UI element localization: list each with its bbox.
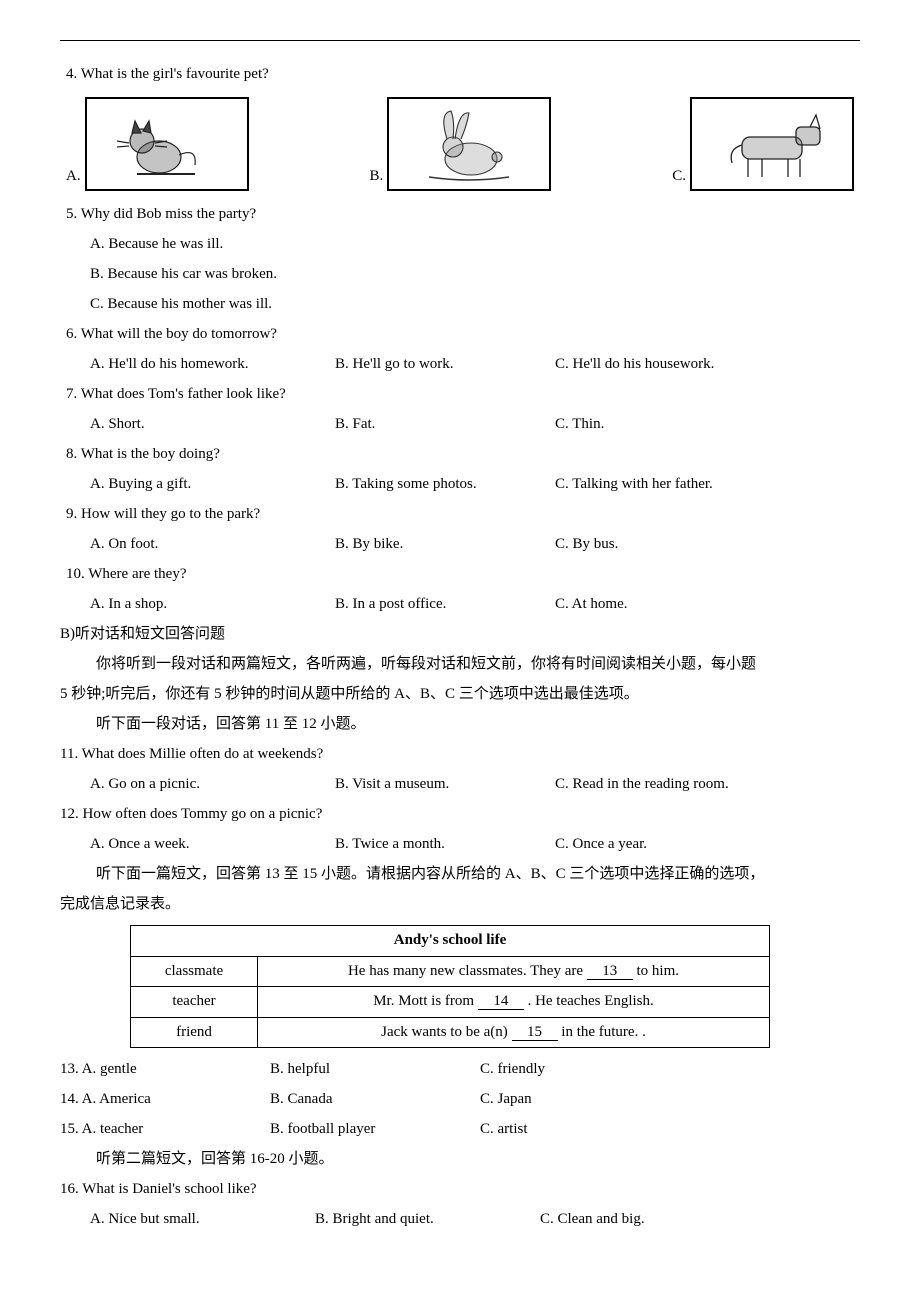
q4-label-b: B. [370, 161, 384, 191]
q8-options: A. Buying a gift. B. Taking some photos.… [90, 469, 860, 499]
q16-b: B. Bright and quiet. [315, 1204, 540, 1234]
table-r2-pre: Mr. Mott is from [373, 993, 474, 1009]
q12-stem: 12. How often does Tommy go on a picnic? [60, 799, 860, 829]
q13-row: 13. A. gentle B. helpful C. friendly [60, 1054, 860, 1084]
table-r3-content: Jack wants to be a(n) 15 in the future. … [258, 1017, 770, 1048]
q7-c: C. Thin. [555, 409, 780, 439]
q9-options: A. On foot. B. By bike. C. By bus. [90, 529, 860, 559]
table-r1-label: classmate [131, 956, 258, 987]
table-r3-label: friend [131, 1017, 258, 1048]
q7-options: A. Short. B. Fat. C. Thin. [90, 409, 860, 439]
q15-b: B. football player [270, 1114, 480, 1144]
q4-label-c: C. [672, 161, 686, 191]
q8-a: A. Buying a gift. [90, 469, 335, 499]
q5-b: B. Because his car was broken. [90, 259, 860, 289]
q13-b: B. helpful [270, 1054, 480, 1084]
p5: 听第二篇短文，回答第 16-20 小题。 [96, 1144, 860, 1174]
q15-a: 15. A. teacher [60, 1114, 270, 1144]
q12-a: A. Once a week. [90, 829, 335, 859]
q4-image-c-dog [690, 97, 854, 191]
table-r1-post: to him. [637, 963, 680, 979]
q6-options: A. He'll do his homework. B. He'll go to… [90, 349, 860, 379]
section-b-p1: 你将听到一段对话和两篇短文，各听两遍，听每段对话和短文前，你将有时间阅读相关小题… [96, 649, 860, 679]
q5-a: A. Because he was ill. [90, 229, 860, 259]
table-r3-post: in the future. . [561, 1024, 646, 1040]
section-b-heading: B)听对话和短文回答问题 [60, 619, 860, 649]
table-r2-post: . He teaches English. [528, 993, 654, 1009]
dog-icon [692, 99, 852, 189]
q13-a: 13. A. gentle [60, 1054, 270, 1084]
q4-label-a: A. [66, 161, 81, 191]
q8-b: B. Taking some photos. [335, 469, 555, 499]
q12-b: B. Twice a month. [335, 829, 555, 859]
q11-b: B. Visit a museum. [335, 769, 555, 799]
q4-stem: 4. What is the girl's favourite pet? [66, 59, 860, 89]
q7-stem: 7. What does Tom's father look like? [66, 379, 860, 409]
q4-option-c: C. [672, 97, 854, 191]
q11-c: C. Read in the reading room. [555, 769, 780, 799]
table-r1-pre: He has many new classmates. They are [348, 963, 583, 979]
q16-stem: 16. What is Daniel's school like? [60, 1174, 860, 1204]
q9-a: A. On foot. [90, 529, 335, 559]
q4-image-b-rabbit [387, 97, 551, 191]
q10-a: A. In a shop. [90, 589, 335, 619]
q12-options: A. Once a week. B. Twice a month. C. Onc… [90, 829, 860, 859]
q14-c: C. Japan [480, 1084, 690, 1114]
cat-icon [87, 99, 247, 189]
table-title: Andy's school life [131, 926, 770, 957]
q16-options: A. Nice but small. B. Bright and quiet. … [90, 1204, 860, 1234]
q6-a: A. He'll do his homework. [90, 349, 335, 379]
info-table-wrap: Andy's school life classmate He has many… [130, 925, 860, 1048]
q12-c: C. Once a year. [555, 829, 780, 859]
table-r1-blank: 13 [587, 964, 633, 980]
q8-stem: 8. What is the boy doing? [66, 439, 860, 469]
section-b-p2: 5 秒钟;听完后，你还有 5 秒钟的时间从题中所给的 A、B、C 三个选项中选出… [60, 679, 860, 709]
q5-c: C. Because his mother was ill. [90, 289, 860, 319]
q9-b: B. By bike. [335, 529, 555, 559]
section-b-p3: 听下面一段对话，回答第 11 至 12 小题。 [96, 709, 860, 739]
q10-options: A. In a shop. B. In a post office. C. At… [90, 589, 860, 619]
q4-option-a: A. [66, 97, 249, 191]
p4b: 完成信息记录表。 [60, 889, 860, 919]
q9-stem: 9. How will they go to the park? [66, 499, 860, 529]
table-r3-pre: Jack wants to be a(n) [381, 1024, 508, 1040]
q6-stem: 6. What will the boy do tomorrow? [66, 319, 860, 349]
q15-c: C. artist [480, 1114, 690, 1144]
table-r2-label: teacher [131, 987, 258, 1018]
q15-row: 15. A. teacher B. football player C. art… [60, 1114, 860, 1144]
q5-stem: 5. Why did Bob miss the party? [66, 199, 860, 229]
q10-stem: 10. Where are they? [66, 559, 860, 589]
q4-image-a-cat [85, 97, 249, 191]
q11-a: A. Go on a picnic. [90, 769, 335, 799]
q14-b: B. Canada [270, 1084, 480, 1114]
rabbit-icon [389, 99, 549, 189]
table-r2-blank: 14 [478, 994, 524, 1010]
q14-a: 14. A. America [60, 1084, 270, 1114]
q14-row: 14. A. America B. Canada C. Japan [60, 1084, 860, 1114]
table-r2-content: Mr. Mott is from 14 . He teaches English… [258, 987, 770, 1018]
q7-b: B. Fat. [335, 409, 555, 439]
q8-c: C. Talking with her father. [555, 469, 780, 499]
table-r3-blank: 15 [512, 1025, 558, 1041]
info-table: Andy's school life classmate He has many… [130, 925, 770, 1048]
p4a: 听下面一篇短文，回答第 13 至 15 小题。请根据内容从所给的 A、B、C 三… [96, 859, 860, 889]
q16-c: C. Clean and big. [540, 1204, 765, 1234]
q4-image-row: A. B. [66, 97, 854, 191]
q11-options: A. Go on a picnic. B. Visit a museum. C.… [90, 769, 860, 799]
q16-a: A. Nice but small. [90, 1204, 315, 1234]
q4-option-b: B. [370, 97, 552, 191]
q13-c: C. friendly [480, 1054, 690, 1084]
q7-a: A. Short. [90, 409, 335, 439]
q9-c: C. By bus. [555, 529, 780, 559]
q10-c: C. At home. [555, 589, 780, 619]
q6-b: B. He'll go to work. [335, 349, 555, 379]
top-rule [60, 40, 860, 41]
q6-c: C. He'll do his housework. [555, 349, 780, 379]
table-r1-content: He has many new classmates. They are 13 … [258, 956, 770, 987]
q11-stem: 11. What does Millie often do at weekend… [60, 739, 860, 769]
q10-b: B. In a post office. [335, 589, 555, 619]
